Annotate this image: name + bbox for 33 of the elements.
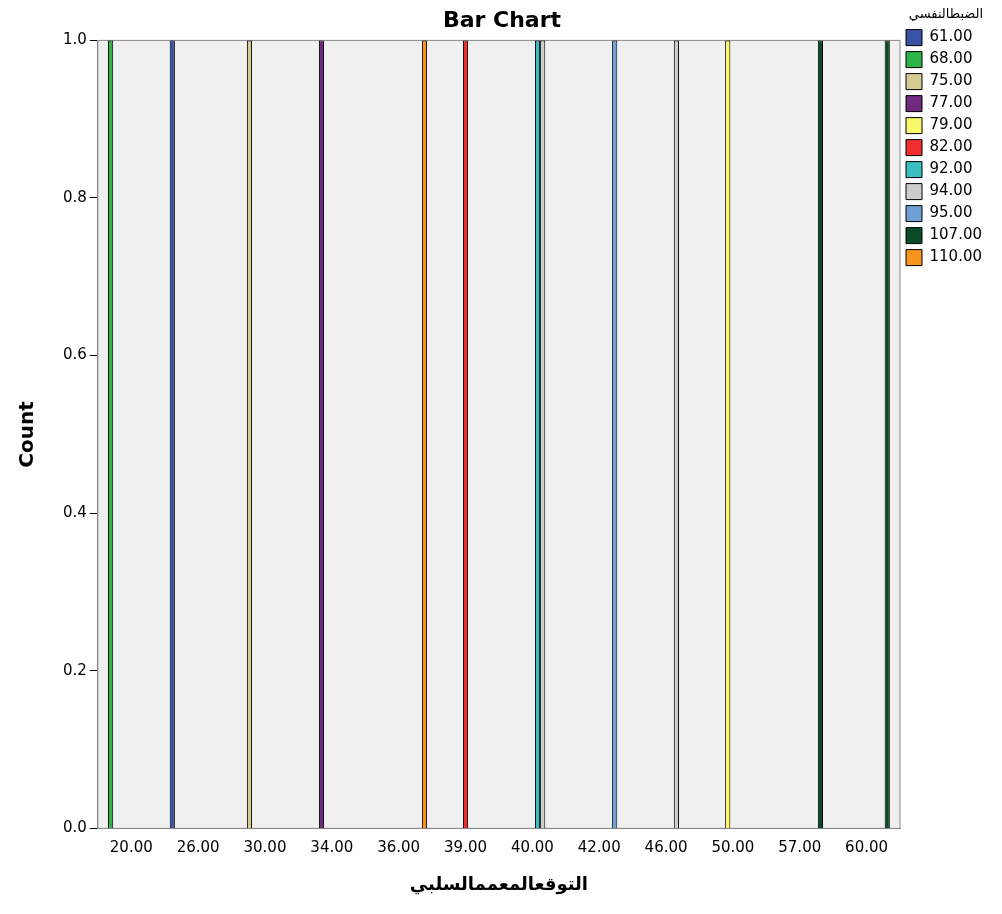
x-tick-label: 60.00 [845,838,889,857]
legend-label: 61.00 [929,27,973,46]
legend-label: 68.00 [929,49,973,68]
x-tick-label: 36.00 [377,838,421,857]
legend-label: 77.00 [929,93,973,112]
y-tick-label: 0.6 [63,345,87,364]
y-tick-label: 1.0 [63,30,87,49]
x-tick-label: 57.00 [778,838,822,857]
x-tick-label: 40.00 [510,838,554,857]
x-tick-label: 20.00 [109,838,153,857]
y-tick-label: 0.4 [63,503,87,522]
legend-label: 79.00 [929,115,973,134]
y-tick-label: 0.0 [63,818,87,837]
legend-label: 110.00 [929,247,983,266]
legend-label: 107.00 [929,225,983,244]
y-axis-title: Count [14,400,39,468]
legend-label: 94.00 [929,181,973,200]
y-tick-label: 0.2 [63,660,87,679]
legend-label: 92.00 [929,159,973,178]
legend-label: 75.00 [929,71,973,90]
x-tick-label: 46.00 [644,838,688,857]
x-tick-label: 39.00 [444,838,487,857]
legend-label: 95.00 [929,203,973,222]
chart-title: Bar Chart [442,6,562,32]
y-tick-label: 0.8 [63,187,87,206]
x-tick-label: 34.00 [310,838,354,857]
x-tick-label: 50.00 [711,838,755,857]
x-tick-label: 26.00 [176,838,220,857]
x-axis-title: التوقعالمعممالسلبي [409,872,589,895]
legend-label: 82.00 [929,137,973,156]
x-tick-label: 42.00 [577,838,621,857]
legend-title: الضبطالنفسي [908,5,984,21]
x-tick-label: 30.00 [243,838,287,857]
